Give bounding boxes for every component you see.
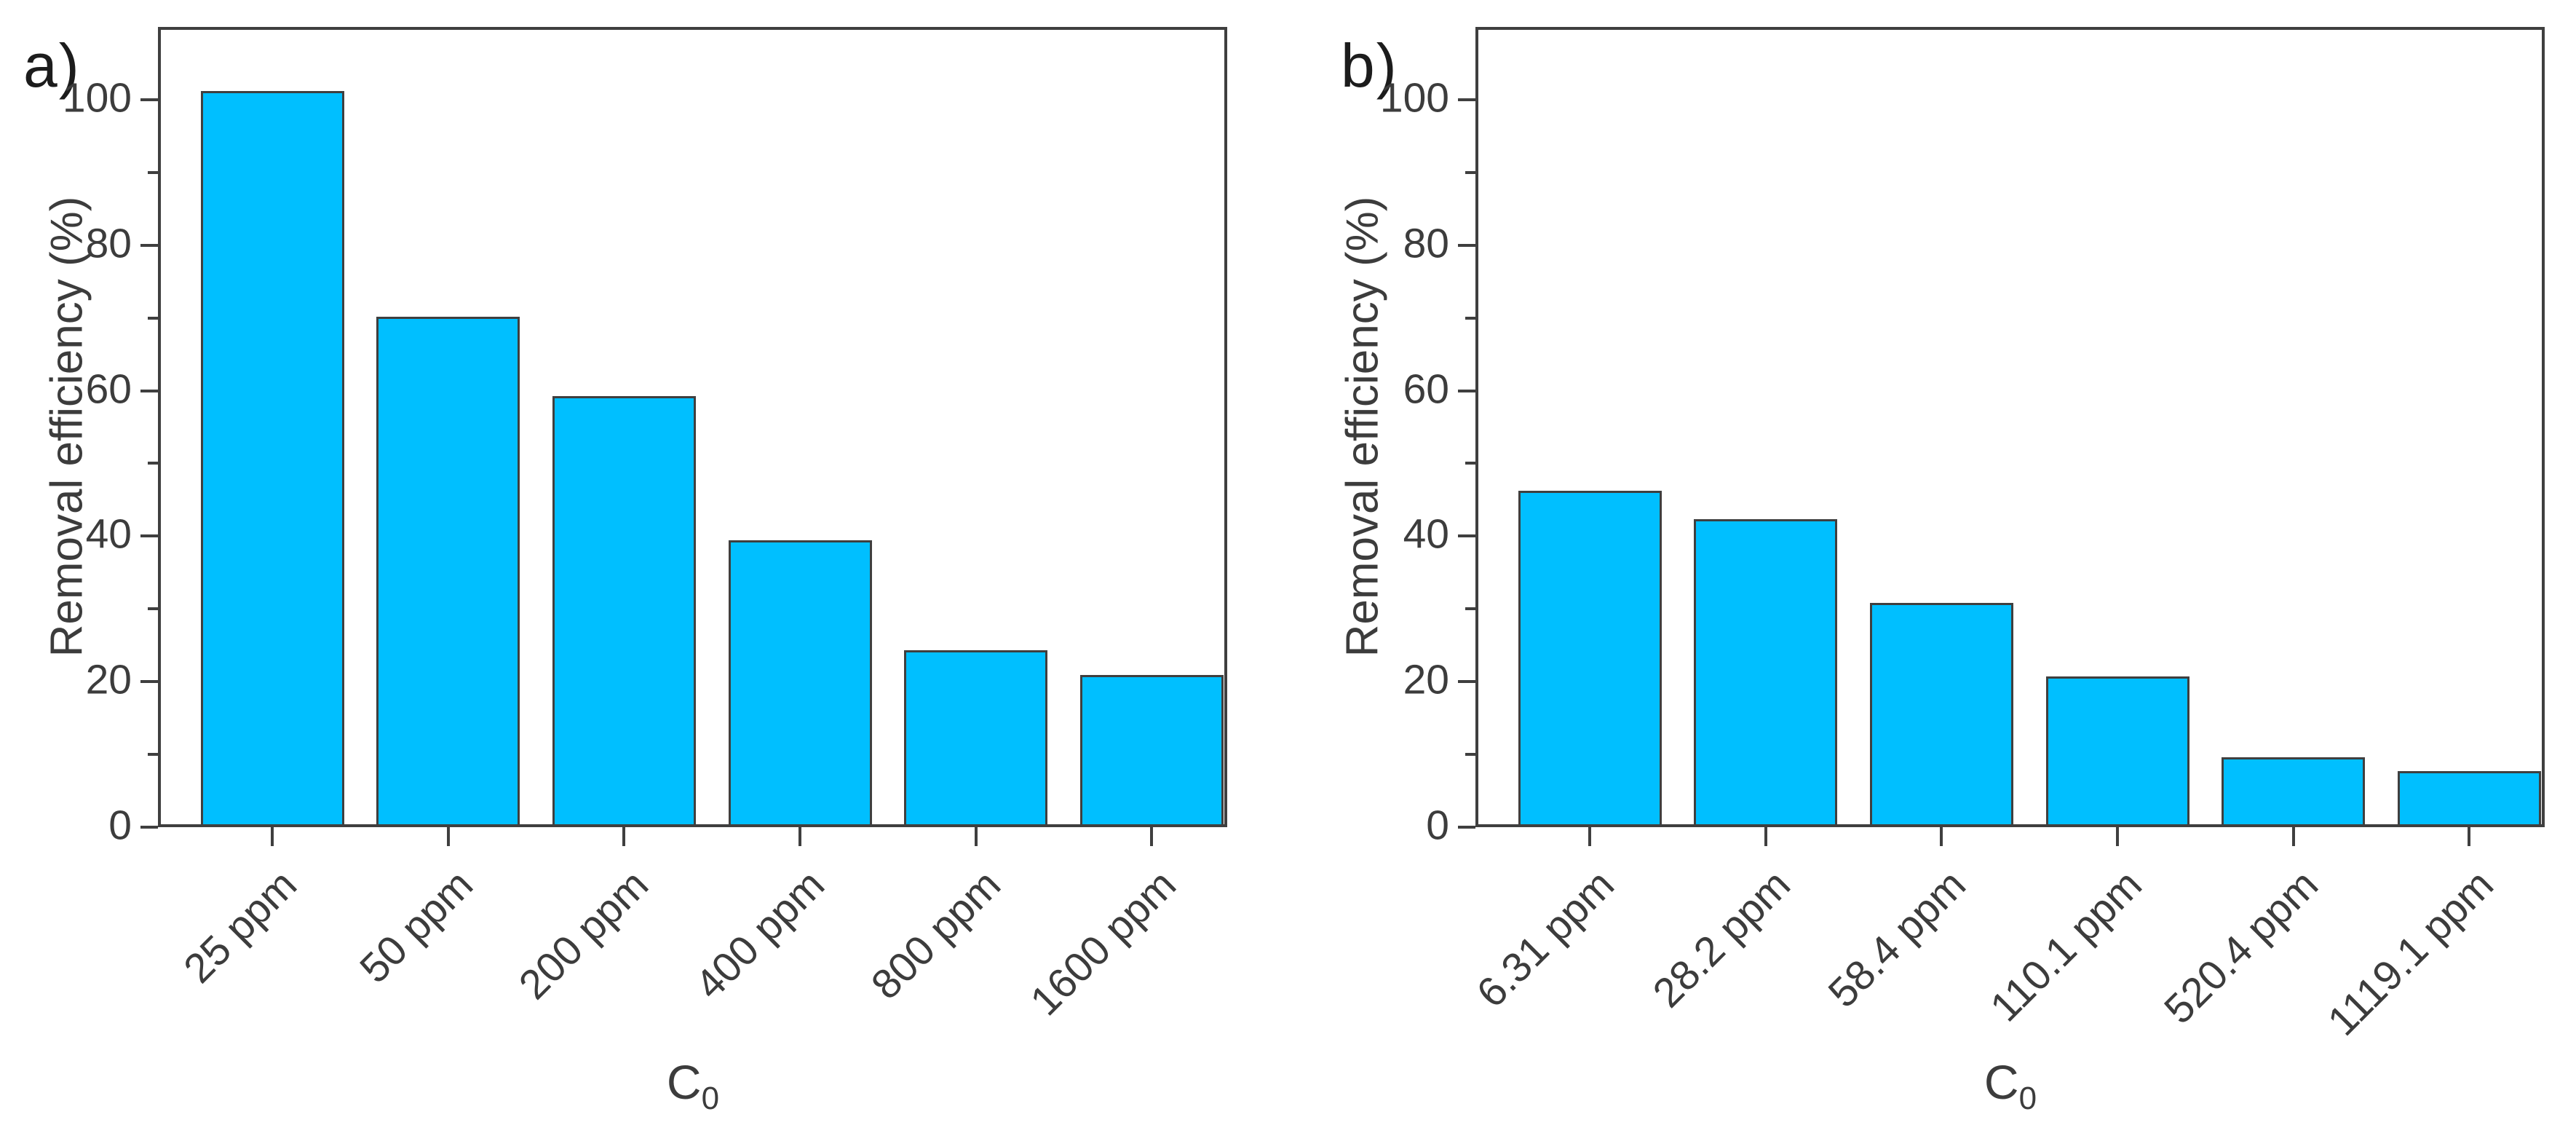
y-tick-label: 60 [85, 365, 132, 412]
x-tick [1940, 827, 1943, 846]
y-major-tick [1458, 243, 1475, 247]
bar [200, 90, 344, 827]
x-tick [1764, 827, 1767, 846]
y-major-tick [140, 243, 158, 247]
left-spine [1475, 27, 1478, 827]
bottom-spine [1475, 824, 2545, 827]
y-tick-label: 60 [1403, 365, 1449, 412]
x-tick-label: 800 ppm [862, 861, 1010, 1008]
y-minor-tick [148, 462, 158, 465]
bar [728, 540, 872, 827]
y-major-tick [1458, 680, 1475, 684]
x-tick-label: 58.4 ppm [1820, 861, 1975, 1017]
bar [2045, 676, 2189, 827]
y-major-tick [140, 680, 158, 684]
x-tick [1588, 827, 1592, 846]
y-tick-label: 0 [108, 802, 132, 849]
bar [552, 395, 696, 827]
x-tick [2116, 827, 2120, 846]
y-minor-tick [1465, 607, 1475, 611]
bar [1080, 675, 1224, 827]
right-spine [1224, 27, 1227, 827]
x-tick-label: 400 ppm [686, 861, 834, 1008]
y-major-tick [1458, 826, 1475, 829]
y-minor-tick [1465, 170, 1475, 174]
y-tick-label: 20 [1403, 656, 1449, 703]
bar [1870, 603, 2013, 827]
y-minor-tick [1465, 753, 1475, 757]
x-axis-title-b: C0 [1983, 1055, 2037, 1117]
top-spine [158, 27, 1227, 30]
y-major-tick [140, 98, 158, 101]
top-spine [1475, 27, 2545, 30]
plot-area-a: 0 20 40 60 80 100 25 ppm 50 ppm 200 ppm 400 ppm 80… [63, 27, 1227, 1024]
bar [904, 650, 1048, 827]
panel-a: a) Removal efficiency (%) 0 20 40 60 80 100 25… [23, 27, 1227, 1117]
y-major-tick [140, 826, 158, 829]
x-tick [2468, 827, 2471, 846]
y-tick-label: 40 [85, 510, 132, 558]
bar [376, 316, 520, 827]
y-minor-tick [148, 170, 158, 174]
y-major-tick [1458, 389, 1475, 392]
y-tick-label: 20 [85, 656, 132, 703]
x-tick [1150, 827, 1154, 846]
y-major-tick [1458, 534, 1475, 538]
plot-area-b: 0 20 40 60 80 100 6.31 ppm 28.2 ppm 58.4 ppm 110.… [1380, 27, 2545, 1045]
panel-b: b) Removal efficiency (%) 0 20 40 60 80 100 6.… [1317, 0, 2576, 1141]
bar [2222, 757, 2366, 827]
y-major-tick [1458, 98, 1475, 101]
x-tick-label: 1119.1 ppm [2319, 861, 2503, 1045]
bar [1694, 519, 1838, 827]
bar [1518, 491, 1662, 827]
x-tick-label: 1600 ppm [1021, 861, 1186, 1025]
left-spine [158, 27, 161, 827]
x-tick [271, 827, 274, 846]
y-tick-label: 100 [1379, 74, 1449, 122]
panel-label-a: a) [23, 31, 81, 100]
y-minor-tick [148, 753, 158, 757]
x-tick-label: 28.2 ppm [1644, 861, 1799, 1017]
y-major-tick [140, 389, 158, 392]
y-tick-label: 40 [1403, 510, 1449, 558]
y-minor-tick [1465, 462, 1475, 465]
x-tick-label: 110.1 ppm [1981, 861, 2152, 1031]
x-tick-label: 520.4 ppm [2155, 861, 2327, 1033]
x-tick-label: 6.31 ppm [1467, 861, 1624, 1017]
y-minor-tick [148, 316, 158, 320]
x-tick [622, 827, 626, 846]
x-tick [2291, 827, 2295, 846]
x-tick-label: 50 ppm [351, 861, 482, 992]
bottom-spine [158, 824, 1227, 827]
y-major-tick [140, 534, 158, 538]
y-tick-label: 80 [85, 220, 132, 267]
y-tick-label: 0 [1426, 802, 1449, 849]
y-minor-tick [148, 607, 158, 611]
panel-label-b: b) [1341, 31, 1398, 100]
x-tick [798, 827, 802, 846]
x-tick-label: 25 ppm [175, 861, 306, 992]
y-tick-label: 80 [1403, 220, 1449, 267]
y-minor-tick [1465, 316, 1475, 320]
bar [2398, 771, 2541, 827]
x-tick [446, 827, 450, 846]
x-tick [974, 827, 978, 846]
right-spine [2542, 27, 2545, 827]
x-tick-label: 200 ppm [510, 861, 658, 1008]
y-tick-label: 100 [62, 74, 132, 122]
x-axis-title-a: C0 [666, 1055, 720, 1117]
